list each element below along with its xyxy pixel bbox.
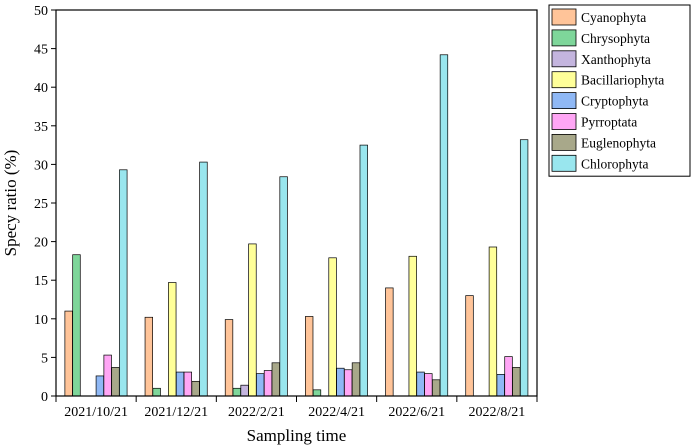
- x-tick-label: 2022/2/21: [228, 405, 285, 420]
- bar-cyanophyta-0: [64, 310, 73, 397]
- bar-euglenophyta-3: [351, 362, 361, 397]
- legend-label-xanthophyta: Xanthophyta: [581, 52, 651, 67]
- bar-chrysophyta-2: [232, 387, 241, 397]
- x-tick-label: 2022/6/21: [388, 405, 445, 420]
- legend-label-bacillariophyta: Bacillariophyta: [581, 73, 664, 88]
- y-tick-label: 40: [34, 81, 48, 96]
- bar-pyrroptata-0: [103, 354, 112, 397]
- bar-euglenophyta-5: [512, 367, 521, 397]
- y-tick-label: 5: [41, 351, 48, 366]
- bar-chlorophyta-5: [519, 139, 529, 397]
- bar-cryptophyta-4: [416, 371, 425, 397]
- bar-chlorophyta-4: [439, 54, 449, 397]
- bar-cyanophyta-5: [465, 295, 474, 397]
- y-tick-label: 0: [41, 390, 48, 405]
- bar-chrysophyta-1: [152, 387, 161, 397]
- bar-pyrroptata-1: [183, 371, 193, 397]
- bar-chlorophyta-2: [279, 176, 288, 397]
- bars-layer: [64, 54, 529, 397]
- bar-chrysophyta-3: [312, 389, 322, 397]
- plot-frame: [55, 9, 538, 397]
- bar-bacillariophyta-2: [248, 243, 257, 397]
- axes-layer: 0 5 10 15 20 25 30 35 40 45 50 2021/10/21 2021/12/21…: [34, 4, 538, 420]
- y-axis-title: Specy ratio (%): [1, 150, 20, 257]
- bar-euglenophyta-2: [271, 362, 280, 397]
- bar-pyrroptata-3: [344, 369, 353, 397]
- bar-pyrroptata-4: [424, 373, 433, 397]
- legend-swatch-cryptophyta: [551, 92, 577, 109]
- bar-cyanophyta-3: [305, 316, 314, 397]
- y-tick-label: 15: [34, 274, 48, 289]
- y-tick-label: 25: [34, 197, 48, 212]
- bar-cryptophyta-1: [175, 371, 185, 397]
- bar-pyrroptata-5: [504, 356, 513, 397]
- bar-bacillariophyta-1: [168, 282, 177, 397]
- bar-cyanophyta-4: [385, 287, 394, 397]
- bar-chrysophyta-0: [72, 254, 81, 397]
- y-tick-label: 45: [34, 43, 48, 58]
- x-axis-title: Sampling time: [247, 426, 347, 445]
- bar-cyanophyta-2: [224, 319, 234, 397]
- bar-euglenophyta-4: [432, 379, 441, 397]
- bar-chlorophyta-3: [359, 144, 368, 397]
- x-tick-label: 2022/4/21: [308, 405, 365, 420]
- bar-chlorophyta-0: [119, 169, 128, 397]
- legend-label-euglenophyta: Euglenophyta: [581, 135, 656, 150]
- y-tick-label: 35: [34, 120, 48, 135]
- legend: Cyanophyta Chrysophyta Xanthophyta Bacillar…: [548, 4, 691, 177]
- bar-bacillariophyta-5: [488, 246, 498, 397]
- bar-xanthophyta-2: [240, 384, 249, 397]
- legend-swatch-chlorophyta: [551, 154, 577, 172]
- legend-swatch-pyrroptata: [551, 113, 577, 130]
- y-tick-label: 10: [34, 313, 48, 328]
- legend-swatch-chrysophyta: [551, 29, 577, 47]
- bar-cyanophyta-1: [144, 316, 154, 397]
- bar-cryptophyta-0: [95, 375, 105, 397]
- bar-chlorophyta-1: [199, 161, 208, 397]
- legend-swatch-bacillariophyta: [551, 71, 577, 89]
- bar-cryptophyta-2: [256, 373, 265, 397]
- bar-pyrroptata-2: [263, 370, 273, 397]
- x-tick-label: 2021/10/21: [64, 405, 128, 420]
- legend-label-chrysophyta: Chrysophyta: [581, 31, 650, 46]
- bar-cryptophyta-3: [336, 367, 345, 397]
- x-tick-label: 2022/8/21: [469, 405, 526, 420]
- bar-cryptophyta-5: [496, 374, 505, 397]
- legend-label-cryptophyta: Cryptophyta: [581, 94, 649, 109]
- y-tick-label: 50: [34, 4, 48, 19]
- legend-label-pyrroptata: Pyrroptata: [581, 115, 637, 130]
- legend-swatch-xanthophyta: [551, 50, 577, 68]
- bar-euglenophyta-1: [191, 380, 200, 397]
- x-tick-label: 2021/12/21: [144, 405, 208, 420]
- bar-euglenophyta-0: [111, 367, 120, 397]
- legend-swatch-cyanophyta: [551, 8, 577, 26]
- legend-swatch-euglenophyta: [551, 133, 577, 151]
- y-tick-label: 20: [34, 236, 48, 251]
- bar-bacillariophyta-4: [408, 255, 417, 397]
- legend-label-chlorophyta: Chlorophyta: [581, 156, 649, 171]
- y-tick-label: 30: [34, 158, 48, 173]
- legend-label-cyanophyta: Cyanophyta: [581, 10, 646, 25]
- bar-bacillariophyta-3: [328, 257, 337, 397]
